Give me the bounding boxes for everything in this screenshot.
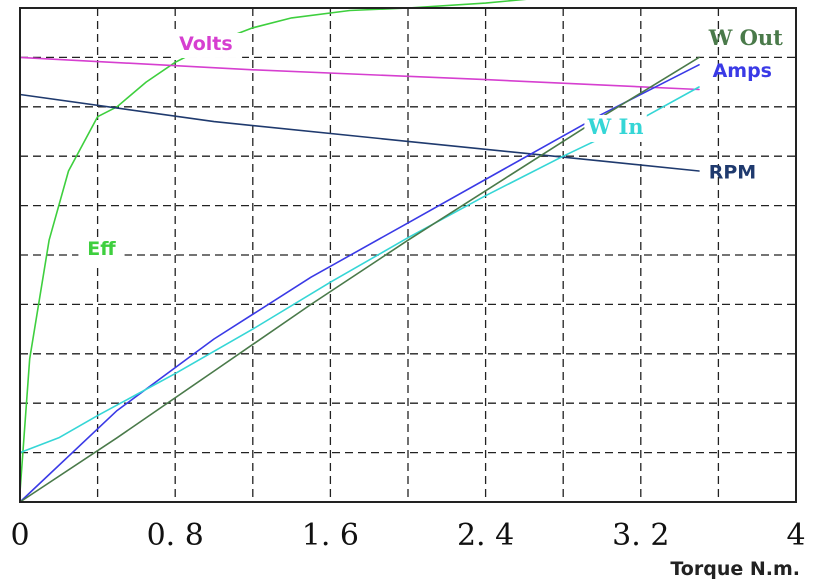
x-tick-label: 0. 8	[147, 518, 204, 553]
series-line-volts	[19, 56, 700, 91]
plot-frame	[19, 7, 797, 503]
x-tick-label: 2. 4	[457, 518, 514, 553]
series-label-w-out: W Out	[708, 25, 783, 50]
series-label-amps: Amps	[713, 60, 772, 82]
series-label-eff: Eff	[87, 238, 116, 260]
series-line-rpm	[19, 93, 700, 172]
series-label-rpm: RPM	[709, 161, 756, 183]
series-label-backdrop	[173, 32, 243, 58]
series-label-backdrop	[78, 238, 125, 263]
series-line-w-in	[19, 86, 700, 454]
x-axis-title: Torque N.m.	[670, 558, 800, 580]
series-labels: Eff Volts RPM Amps W In W Out	[78, 25, 783, 263]
x-tick-label: 0	[10, 518, 29, 553]
x-tick-label: 3. 2	[612, 518, 669, 553]
series-label-backdrop	[584, 114, 647, 142]
x-tick-labels: 0 0. 8 1. 6 2. 4 3. 2 4	[10, 518, 805, 553]
x-tick-label: 4	[786, 518, 805, 553]
grid-lines	[20, 8, 796, 502]
x-tick-label: 1. 6	[302, 518, 359, 553]
series-label-w-in: W In	[587, 114, 644, 139]
series-label-volts: Volts	[179, 33, 233, 55]
